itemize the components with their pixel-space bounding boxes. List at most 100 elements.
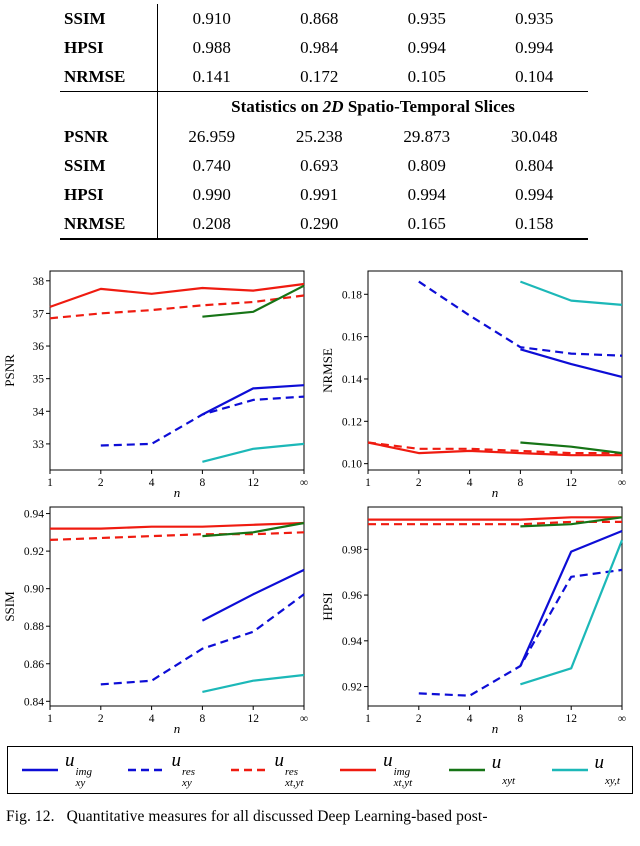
legend-line-sample	[128, 768, 165, 772]
legend-line-sample	[22, 768, 58, 772]
table-section-row: Statistics on 2D Spatio-Temporal Slices	[60, 91, 588, 122]
svg-text:4: 4	[467, 713, 473, 725]
svg-text:1: 1	[47, 477, 53, 489]
table-cell: 0.990	[192, 184, 231, 204]
svg-text:0.18: 0.18	[342, 289, 362, 301]
svg-text:PSNR: PSNR	[2, 354, 17, 387]
svg-text:36: 36	[33, 341, 45, 353]
table-cell: 0.994	[407, 37, 446, 57]
section-header-post: Spatio-Temporal Slices	[343, 97, 515, 116]
legend-item-u-xtyt-res: u res xt,yt	[229, 751, 304, 789]
legend-line-sample	[340, 768, 377, 772]
legend-line-sample	[448, 768, 485, 772]
legend-label: u res xy	[171, 750, 196, 789]
svg-text:4: 4	[149, 713, 155, 725]
legend-item-u-xy-t: u xy,t	[550, 753, 620, 788]
svg-text:37: 37	[33, 308, 45, 320]
svg-text:0.86: 0.86	[24, 659, 44, 671]
svg-text:0.84: 0.84	[24, 696, 44, 708]
svg-text:0.10: 0.10	[342, 459, 362, 471]
table-cell: 30.048	[510, 126, 558, 146]
table-cell: 0.158	[515, 213, 554, 233]
table-section-header: Statistics on 2D Spatio-Temporal Slices	[158, 97, 588, 117]
table-cell: 0.991	[300, 184, 339, 204]
svg-text:n: n	[492, 721, 499, 736]
svg-text:0.94: 0.94	[24, 509, 44, 521]
svg-text:∞: ∞	[618, 477, 626, 489]
row-label: SSIM	[60, 4, 158, 33]
table-cell: 29.873	[403, 126, 451, 146]
svg-text:2: 2	[416, 477, 422, 489]
svg-text:0.12: 0.12	[342, 416, 362, 428]
table-cell: 0.994	[407, 184, 446, 204]
svg-text:4: 4	[149, 477, 155, 489]
table-cell: 0.693	[300, 155, 339, 175]
svg-text:0.96: 0.96	[342, 590, 362, 602]
section-header-pre: Statistics on	[231, 97, 323, 116]
svg-text:2: 2	[98, 477, 104, 489]
svg-text:8: 8	[518, 477, 524, 489]
svg-text:0.88: 0.88	[24, 621, 44, 633]
table-cell: 0.868	[300, 8, 339, 28]
svg-text:n: n	[174, 485, 181, 500]
legend-label: u img xy	[65, 750, 92, 789]
svg-text:4: 4	[467, 477, 473, 489]
svg-text:∞: ∞	[618, 713, 626, 725]
legend-label: u xyt	[491, 751, 516, 788]
table-cell: 0.988	[192, 37, 231, 57]
row-label: HPSI	[60, 180, 158, 209]
svg-text:34: 34	[33, 406, 45, 418]
table-cell: 0.208	[192, 213, 231, 233]
table-cell: 0.165	[407, 213, 446, 233]
svg-text:0.92: 0.92	[342, 682, 362, 694]
legend-item-u-xy-img: u img xy	[20, 751, 92, 789]
svg-text:0.98: 0.98	[342, 544, 362, 556]
svg-text:0.92: 0.92	[24, 546, 44, 558]
legend-item-u-xtyt-img: u img xt,yt	[338, 751, 412, 789]
table-cell: 0.104	[515, 66, 554, 86]
table-cell: 0.935	[515, 8, 554, 28]
section-header-math: 2D	[322, 97, 344, 116]
row-label: NRMSE	[60, 62, 158, 91]
table-cell: 0.984	[300, 37, 339, 57]
table-cell: 0.910	[192, 8, 231, 28]
row-label: NRMSE	[60, 209, 158, 238]
svg-text:0.90: 0.90	[24, 584, 44, 596]
table-cell: 0.809	[407, 155, 446, 175]
svg-text:8: 8	[200, 713, 206, 725]
table-row: NRMSE 0.208 0.290 0.165 0.158	[60, 209, 588, 238]
svg-text:NRMSE: NRMSE	[320, 348, 335, 393]
table-row: SSIM 0.910 0.868 0.935 0.935	[60, 4, 588, 33]
table-cell: 0.935	[407, 8, 446, 28]
svg-text:8: 8	[518, 713, 524, 725]
svg-text:1: 1	[365, 477, 371, 489]
svg-text:∞: ∞	[300, 477, 308, 489]
svg-text:33: 33	[33, 439, 45, 451]
svg-text:1: 1	[47, 713, 53, 725]
svg-text:2: 2	[416, 713, 422, 725]
row-label: SSIM	[60, 151, 158, 180]
table-cell: 0.290	[300, 213, 339, 233]
figure-legend: u img xy u res xy u res xt,yt u img xt,yt u xyt u…	[7, 746, 633, 794]
table-cell: 0.172	[300, 66, 339, 86]
svg-text:2: 2	[98, 713, 104, 725]
svg-text:35: 35	[33, 374, 45, 386]
row-label: HPSI	[60, 33, 158, 62]
svg-text:0.16: 0.16	[342, 332, 362, 344]
legend-label: u img xt,yt	[383, 750, 413, 789]
legend-item-u-xyt: u xyt	[447, 753, 515, 788]
svg-text:n: n	[174, 721, 181, 736]
table-cell: 0.740	[192, 155, 231, 175]
row-label-empty	[60, 92, 158, 122]
svg-text:8: 8	[200, 477, 206, 489]
figure-caption: Fig. 12. Quantitative measures for all di…	[6, 808, 634, 826]
table-cell: 0.105	[407, 66, 446, 86]
svg-text:12: 12	[247, 713, 259, 725]
figure-label: Fig. 12.	[6, 808, 55, 825]
table-cell: 0.994	[515, 184, 554, 204]
table-cell: 0.994	[515, 37, 554, 57]
